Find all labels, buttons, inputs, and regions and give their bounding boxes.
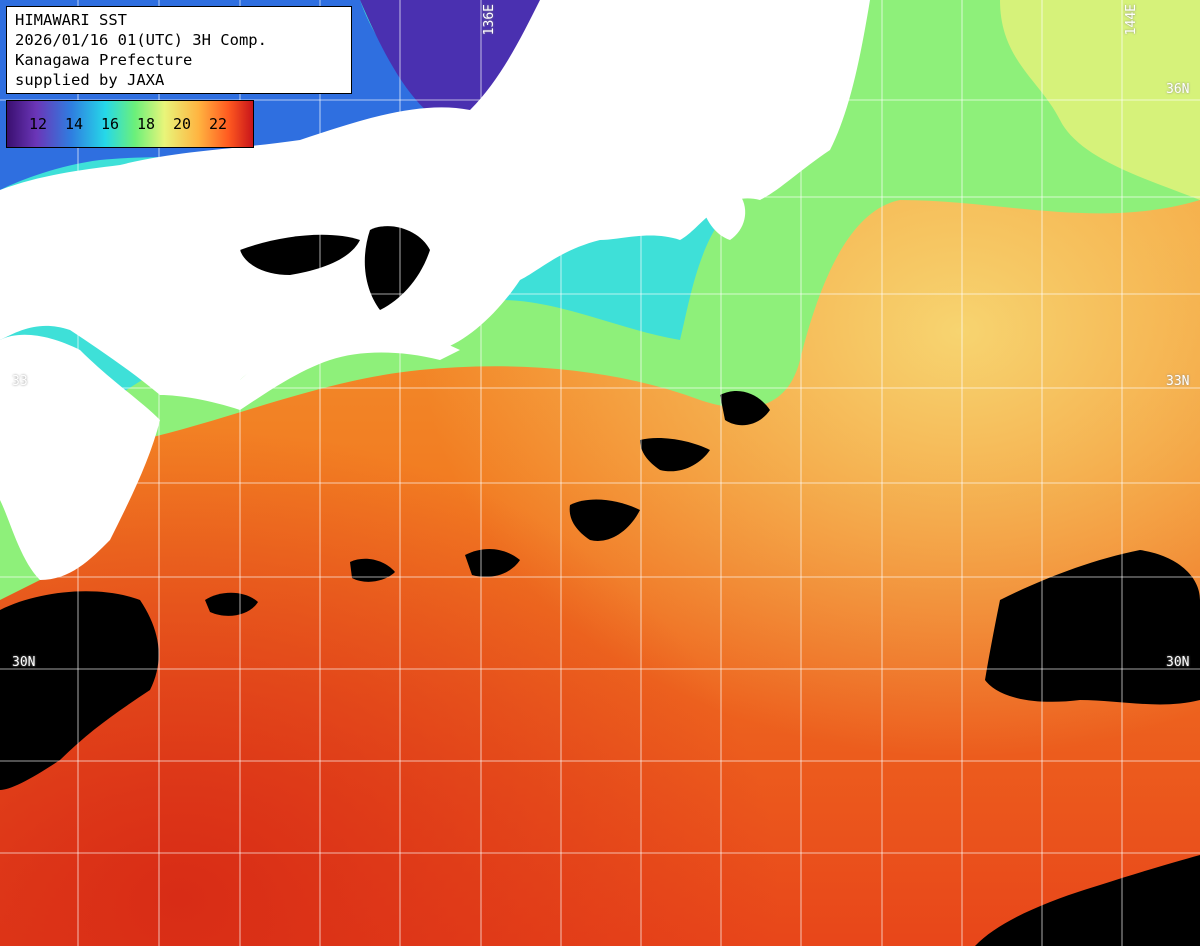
nodata-south-west-small (205, 592, 258, 616)
nodata-east-cloud (985, 550, 1200, 705)
nodata-central-4 (350, 558, 395, 582)
legend-label-20: 20 (173, 115, 192, 133)
map-credit: supplied by JAXA (15, 71, 165, 89)
map-region: Kanagawa Prefecture (15, 51, 193, 69)
nodata-central-1 (569, 499, 640, 541)
legend-label-12: 12 (29, 115, 48, 133)
legend-labels: 12 14 16 18 20 22 (29, 115, 245, 133)
lat-label-33-left: 33 (12, 374, 28, 389)
izu-peninsula-land (700, 195, 746, 240)
legend-label-16: 16 (101, 115, 120, 133)
nodata-southwest (0, 591, 159, 790)
sst-color-legend: 12 14 16 18 20 22 (6, 100, 254, 148)
legend-label-14: 14 (65, 115, 84, 133)
nodata-izu-islands (720, 390, 770, 426)
honshu-land (0, 0, 870, 410)
lon-label-136e: 136E (482, 4, 497, 36)
lat-label-36n-right: 36N (1166, 82, 1190, 97)
legend-label-18: 18 (137, 115, 156, 133)
nodata-shikoku-coast (240, 234, 360, 275)
nodata-southeast (975, 855, 1200, 946)
nodata-central-3 (465, 548, 520, 577)
map-datetime: 2026/01/16 01(UTC) 3H Comp. (15, 31, 267, 49)
nodata-kii (364, 226, 430, 310)
legend-label-22: 22 (209, 115, 228, 133)
kyushu-land (0, 334, 160, 580)
lat-label-30n-right: 30N (1166, 655, 1190, 670)
map-info-box: HIMAWARI SST 2026/01/16 01(UTC) 3H Comp.… (6, 6, 352, 94)
nodata-central-2 (640, 438, 710, 472)
lat-label-33n-right: 33N (1166, 374, 1190, 389)
deep-blue-north (360, 0, 560, 130)
lat-label-30n-left: 30N (12, 655, 36, 670)
shikoku-land (240, 329, 460, 410)
map-title: HIMAWARI SST (15, 11, 127, 29)
lon-label-144e: 144E (1124, 4, 1139, 36)
